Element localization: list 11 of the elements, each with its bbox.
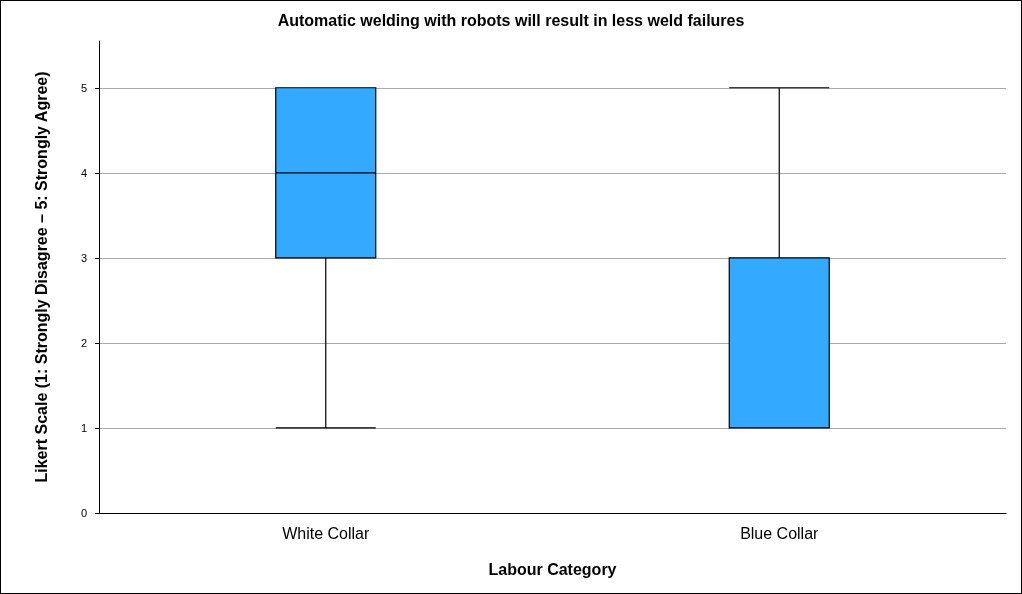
x-axis-title: Labour Category — [488, 560, 617, 578]
x-tick-label: White Collar — [282, 524, 370, 542]
y-tick-label: 0 — [80, 507, 87, 519]
y-tick-label: 5 — [80, 81, 87, 94]
y-tick-label: 2 — [80, 336, 87, 349]
chart-title: Automatic welding with robots will result in less weld failures — [277, 11, 745, 29]
y-tick-label: 4 — [80, 166, 87, 179]
y-tick-label: 1 — [80, 421, 87, 434]
y-tick-label: 3 — [80, 251, 87, 264]
x-tick-label: Blue Collar — [740, 524, 820, 542]
y-axis-title: Likert Scale (1: Strongly Disagree – 5: Strongly Agree) — [32, 71, 50, 483]
